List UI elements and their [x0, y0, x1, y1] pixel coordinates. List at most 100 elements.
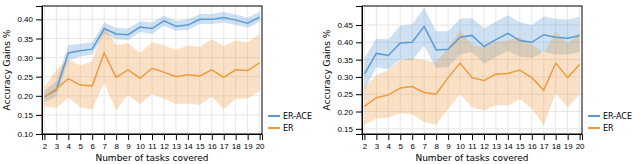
grid-line — [362, 128, 582, 129]
tick-label: 7 — [422, 142, 427, 151]
tick-mark — [472, 134, 473, 140]
tick-mark — [356, 94, 362, 95]
tick: 8 — [434, 134, 439, 151]
legend-label: ER — [283, 124, 294, 133]
tick-label: 5 — [399, 142, 404, 151]
tick-mark — [36, 38, 42, 39]
tick-mark — [36, 134, 42, 135]
legend-swatch — [268, 127, 280, 129]
line — [44, 17, 259, 96]
panel: 2345678910111213141516171819200.150.200.… — [322, 6, 632, 163]
tick: 5 — [79, 134, 84, 151]
tick-mark — [508, 134, 509, 140]
tick-mark — [36, 115, 42, 116]
tick-mark — [212, 134, 213, 140]
tick: 13 — [172, 134, 181, 151]
tick-label: 2 — [363, 142, 368, 151]
tick: 11 — [468, 134, 477, 151]
tick-mark — [436, 134, 437, 140]
tick: 0.45 — [337, 21, 362, 30]
tick: 0.15 — [17, 111, 42, 120]
tick-label: 9 — [446, 142, 451, 151]
tick-label: 0.15 — [337, 125, 353, 134]
grid-line — [42, 114, 262, 115]
tick: 18 — [552, 134, 561, 151]
tick-mark — [556, 134, 557, 140]
tick-mark — [128, 134, 129, 140]
axis-line — [36, 7, 43, 135]
y-axis: 0.100.150.200.250.300.350.40 — [17, 7, 42, 140]
legend: ER-ACE ER — [268, 112, 312, 133]
tick-mark — [176, 134, 177, 140]
grid — [362, 6, 582, 134]
tick-mark — [36, 96, 42, 97]
grid — [42, 6, 262, 134]
tick-mark — [224, 134, 225, 140]
tick-mark — [188, 134, 189, 140]
tick-label: 16 — [208, 142, 217, 151]
tick: 0.20 — [337, 108, 362, 117]
frame — [362, 6, 582, 134]
plot-area — [44, 12, 259, 111]
tick-mark — [236, 134, 237, 140]
tick: 7 — [422, 134, 427, 151]
panel: 2345678910111213141516171819200.100.150.… — [2, 6, 312, 163]
tick-mark — [164, 134, 165, 140]
line — [364, 63, 579, 106]
legend-item: ER — [268, 124, 294, 133]
tick: 15 — [196, 134, 205, 151]
tick-mark — [80, 134, 81, 140]
tick: 14 — [504, 134, 513, 151]
tick-label: 17 — [540, 142, 549, 151]
tick-mark — [544, 134, 545, 140]
tick-mark — [44, 134, 45, 140]
tick: 2 — [43, 134, 48, 151]
tick: 0.40 — [337, 38, 362, 47]
tick-label: 13 — [172, 142, 181, 151]
tick-mark — [248, 134, 249, 140]
tick-label: 3 — [55, 142, 60, 151]
legend-label: ER — [603, 124, 614, 133]
tick: 18 — [232, 134, 241, 151]
y-axis-title: Accuracy Gains % — [2, 29, 12, 110]
tick-label: 0.10 — [17, 130, 33, 139]
tick-label: 0.15 — [17, 111, 33, 120]
tick-label: 20 — [576, 142, 585, 151]
frame — [42, 6, 262, 134]
tick-mark — [580, 134, 581, 140]
tick-mark — [68, 134, 69, 140]
tick-label: 13 — [492, 142, 501, 151]
tick: 0.10 — [17, 130, 42, 139]
legend-item: ER-ACE — [268, 112, 312, 121]
tick-label: 2 — [43, 142, 48, 151]
tick-mark — [152, 134, 153, 140]
tick-label: 19 — [564, 142, 573, 151]
legend-item: ER-ACE — [588, 112, 632, 121]
tick-mark — [484, 134, 485, 140]
tick: 0.25 — [17, 73, 42, 82]
x-axis-title: Number of tasks covered — [95, 153, 208, 163]
line — [44, 53, 259, 97]
tick: 16 — [208, 134, 217, 151]
tick: 20 — [256, 134, 265, 151]
tick: 19 — [244, 134, 253, 151]
y-axis: 0.150.200.250.300.350.400.45 — [337, 7, 362, 135]
tick-mark — [140, 134, 141, 140]
legend-item: ER — [588, 124, 614, 133]
tick-mark — [424, 134, 425, 140]
band — [44, 26, 259, 110]
tick-label: 4 — [387, 142, 392, 151]
tick: 6 — [410, 134, 415, 151]
tick: 11 — [148, 134, 157, 151]
tick-label: 0.35 — [17, 35, 33, 44]
tick: 10 — [456, 134, 465, 151]
grid-line — [42, 38, 262, 39]
x-axis: 234567891011121314151617181920 — [43, 134, 266, 151]
tick-mark — [92, 134, 93, 140]
legend-label: ER-ACE — [603, 112, 632, 121]
tick: 0.30 — [17, 54, 42, 63]
tick-label: 10 — [136, 142, 145, 151]
tick-label: 19 — [244, 142, 253, 151]
tick-mark — [400, 134, 401, 140]
tick-label: 8 — [434, 142, 439, 151]
